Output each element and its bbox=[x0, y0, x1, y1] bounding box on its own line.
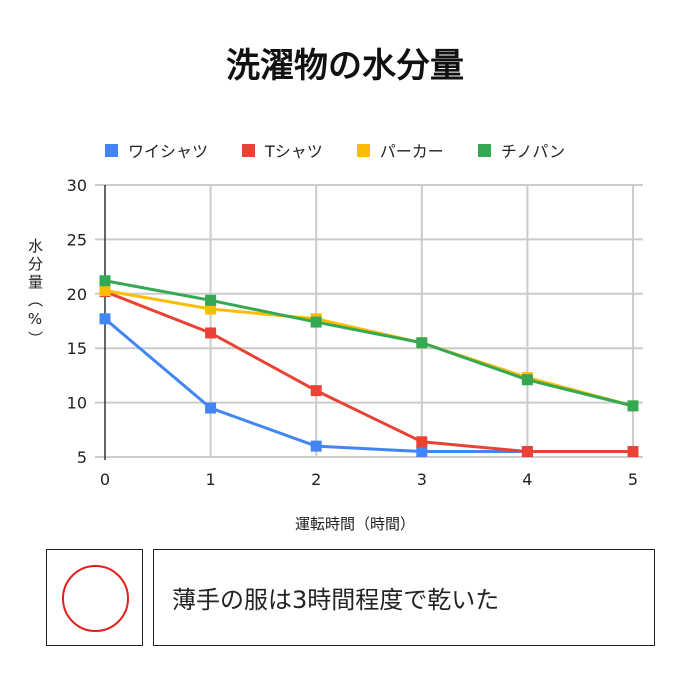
legend-label: チノパン bbox=[500, 142, 566, 161]
y-tick-label: 5 bbox=[77, 448, 87, 467]
result-text: 薄手の服は3時間程度で乾いた bbox=[172, 586, 500, 614]
y-axis-label: 水分量（%） bbox=[26, 238, 44, 349]
data-point bbox=[416, 446, 428, 458]
data-point bbox=[521, 374, 533, 386]
data-point bbox=[205, 294, 217, 306]
x-tick-label: 5 bbox=[628, 470, 638, 489]
data-point bbox=[99, 285, 111, 297]
legend-swatch bbox=[105, 143, 118, 157]
legend-label: ワイシャツ bbox=[128, 142, 209, 161]
data-point bbox=[205, 402, 217, 414]
series-line bbox=[104, 279, 634, 408]
x-tick-label: 0 bbox=[100, 470, 110, 489]
legend-label: Tシャツ bbox=[265, 142, 323, 161]
legend-item: Tシャツ bbox=[242, 138, 323, 162]
legend: ワイシャツ Tシャツ パーカー チノパン bbox=[105, 138, 565, 162]
x-tick-label: 1 bbox=[206, 470, 216, 489]
plot-area: 5 10 15 20 25 30 0 1 2 3 4 5 bbox=[67, 176, 643, 489]
legend-item: パーカー bbox=[356, 138, 444, 162]
result-symbol-box bbox=[46, 549, 143, 646]
legend-swatch bbox=[356, 143, 370, 157]
x-axis-label: 運転時間（時間） bbox=[294, 515, 415, 533]
legend-label: パーカー bbox=[379, 142, 444, 161]
y-tick-label: 10 bbox=[67, 394, 87, 413]
legend-item: ワイシャツ bbox=[105, 138, 208, 162]
legend-item: チノパン bbox=[477, 138, 566, 162]
data-point bbox=[416, 337, 428, 349]
data-point bbox=[310, 385, 322, 397]
data-point bbox=[310, 440, 322, 452]
x-tick-label: 4 bbox=[522, 470, 532, 489]
x-tick-label: 3 bbox=[417, 470, 427, 489]
data-point bbox=[205, 327, 217, 339]
y-tick-label: 25 bbox=[67, 230, 87, 249]
data-point bbox=[205, 303, 217, 315]
circle-mark-icon bbox=[62, 565, 129, 632]
data-point bbox=[521, 446, 533, 458]
series-line bbox=[104, 289, 634, 408]
x-tick-label: 2 bbox=[311, 470, 321, 489]
series-line bbox=[104, 290, 633, 454]
data-point bbox=[310, 316, 322, 328]
chart-title: 洗濯物の水分量 bbox=[226, 46, 464, 86]
y-tick-label: 20 bbox=[67, 285, 87, 304]
y-tick-label: 30 bbox=[67, 176, 87, 195]
legend-swatch bbox=[242, 143, 256, 157]
y-tick-label: 15 bbox=[67, 339, 87, 358]
data-point bbox=[627, 400, 639, 412]
data-point bbox=[627, 446, 639, 458]
data-point bbox=[416, 436, 428, 448]
data-point bbox=[99, 275, 111, 287]
result-text-box: 薄手の服は3時間程度で乾いた bbox=[153, 549, 655, 646]
legend-swatch bbox=[477, 143, 491, 157]
data-point bbox=[99, 313, 111, 325]
